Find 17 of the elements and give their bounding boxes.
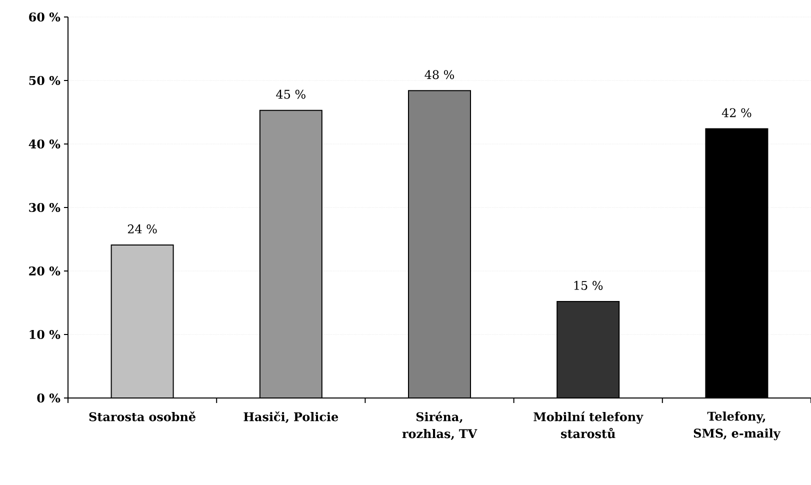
y-tick-label: 0 % [37,393,60,403]
x-tick-label: Siréna, rozhlas, TV [402,412,478,440]
y-tick-label: 50 % [29,76,60,86]
y-tick-label: 10 % [30,330,60,340]
x-tick-label: Starosta osobně [89,412,196,422]
x-tick-label: Hasiči, Policie [244,412,338,424]
data-label: 45 % [276,90,306,99]
y-tick-label: 60 % [29,12,60,22]
x-tick-label: Mobilní telefony starostů [534,412,644,438]
y-tick-label: 20 % [29,266,60,276]
y-tick-label: 30 % [29,202,60,212]
x-tick-label: Telefony, SMS, e-maily [694,412,781,440]
data-label: 15 % [574,280,603,290]
y-tick-label: 40 % [28,139,60,149]
data-label: 48 % [424,70,454,80]
data-label: 42 % [722,108,752,118]
data-label: 24 % [128,224,157,234]
